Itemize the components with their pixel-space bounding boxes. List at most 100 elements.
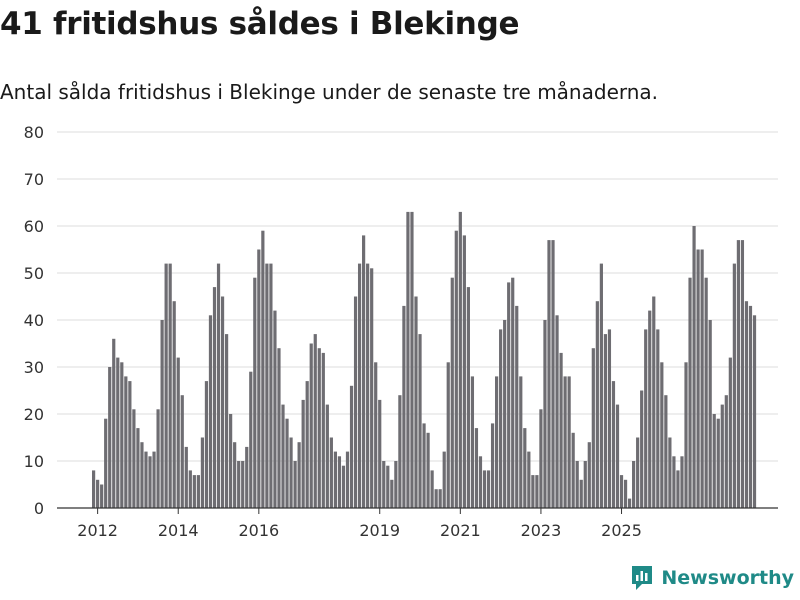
bar [220,296,225,508]
bar [692,226,696,508]
bar [591,348,595,508]
bar [640,390,644,508]
bar [212,287,217,508]
bar [100,484,104,508]
bar [535,475,539,508]
bar [329,437,333,508]
bar [470,376,475,508]
bar [180,395,184,508]
bar [495,376,499,508]
x-axis: 2012 2014 2016 2019 2021 2023 2025 [57,507,778,540]
y-tick-label: 70 [24,170,44,189]
bar [543,320,547,508]
bar [257,249,261,508]
bar [92,470,96,508]
bar [583,461,587,508]
bar [297,442,301,508]
newsworthy-logo-label: Newsworthy [661,567,794,589]
bar [676,470,680,508]
bar [700,249,704,508]
bar [237,461,241,508]
bar [527,451,531,508]
y-tick-label: 40 [24,311,44,330]
bar [462,235,466,508]
bar [728,357,732,508]
bar [184,446,188,508]
bar [652,296,656,508]
bar [233,442,237,508]
bar [664,395,668,508]
newsworthy-logo-icon [632,566,653,590]
bar [680,456,684,508]
bar [357,263,362,508]
bar [615,404,620,508]
bar [611,381,616,508]
bar [724,395,728,508]
bar [172,301,176,508]
bar [245,446,249,508]
bar [696,249,700,508]
bar [446,362,450,508]
bar [478,456,483,508]
bar [168,263,172,508]
annotations: 41 [756,0,778,6]
bar [744,301,749,508]
bar [559,352,563,508]
bar [716,418,720,508]
bar [688,277,692,508]
bar [474,428,479,508]
bar [587,442,591,508]
bar [293,461,297,508]
bar [422,423,426,508]
bar [458,211,462,508]
bar [269,263,273,508]
bar [563,376,567,508]
bar [482,470,487,508]
bar [176,357,180,508]
bar [160,320,164,508]
bar [660,362,664,508]
bar [148,456,152,508]
bar [96,479,100,508]
bar [575,461,579,508]
bar [632,461,636,508]
bar [515,305,519,508]
bar [192,475,196,508]
bar [313,334,317,508]
bar [196,475,200,508]
bar [668,437,672,508]
y-tick-label: 50 [24,264,44,283]
bar [108,367,112,508]
bar [301,399,305,508]
bar [374,362,378,508]
bar [619,475,624,508]
bar [547,240,551,508]
bar [748,305,753,508]
bar [406,211,410,508]
bar [656,329,660,508]
bar [120,362,124,508]
bar [712,414,716,508]
bar [378,399,382,508]
bar [317,348,321,508]
bar [732,263,736,508]
bar [281,404,285,508]
bar [204,381,209,508]
bar [249,371,253,508]
bar [112,338,116,508]
bar [273,310,277,508]
bar [523,428,527,508]
bar [499,329,503,508]
bar [434,489,438,508]
bar [579,479,583,508]
x-tick-label: 2014 [158,521,199,540]
y-tick-label: 10 [24,452,44,471]
bar [684,362,688,508]
bar [345,451,350,508]
bar [648,310,652,508]
bar [265,263,269,508]
bar [740,240,745,508]
bar [341,465,346,508]
bar [442,451,446,508]
